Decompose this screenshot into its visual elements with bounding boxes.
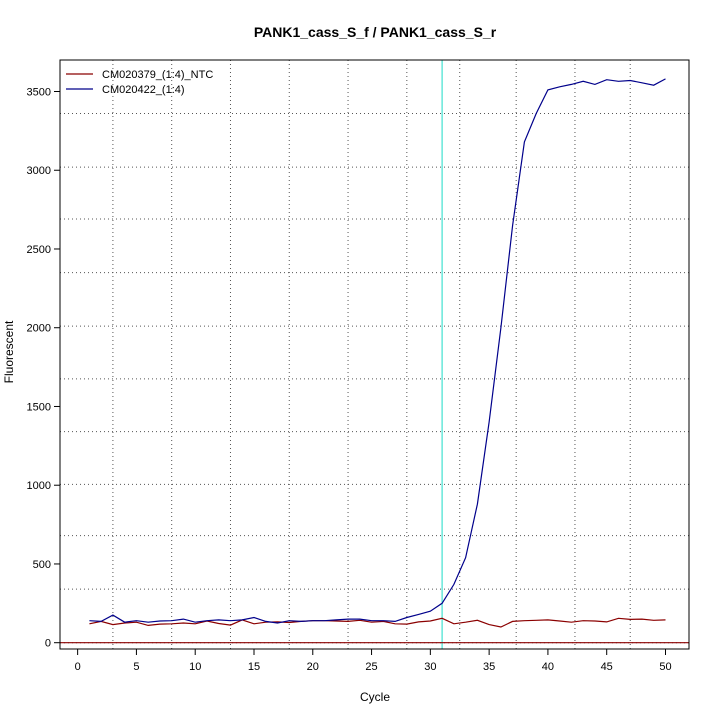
x-axis-label: Cycle (360, 690, 390, 704)
x-tick-label: 20 (307, 661, 319, 673)
chart-title: PANK1_cass_S_f / PANK1_cass_S_r (254, 24, 497, 40)
series-group (89, 78, 666, 628)
x-tick-label: 35 (483, 661, 495, 673)
x-tick-label: 30 (424, 661, 436, 673)
y-tick-label: 1000 (27, 480, 51, 492)
legend: CM020379_(1:4)_NTC CM020422_(1:4) (66, 69, 213, 96)
x-tick-label: 15 (248, 661, 260, 673)
x-tick-label: 0 (75, 661, 81, 673)
x-tick-label: 10 (189, 661, 201, 673)
plot-frame (59, 59, 690, 650)
y-tick-label: 500 (33, 559, 51, 571)
y-tick-label: 3500 (27, 86, 51, 98)
legend-label-1: CM020422_(1:4) (102, 84, 185, 96)
x-tick-label: 40 (542, 661, 554, 673)
y-tick-label: 2500 (27, 244, 51, 256)
legend-label-0: CM020379_(1:4)_NTC (102, 69, 213, 81)
x-tick-label: 50 (659, 661, 671, 673)
y-tick-label: 1500 (27, 401, 51, 413)
x-axis: 0 5 10 15 20 25 30 35 40 45 50 (75, 649, 672, 673)
y-tick-label: 3000 (27, 165, 51, 177)
x-tick-label: 25 (365, 661, 377, 673)
x-tick-label: 5 (133, 661, 139, 673)
series-line-0 (89, 617, 666, 628)
y-axis: 0 500 1000 1500 2000 2500 3000 3500 (27, 86, 60, 650)
series-line-1 (89, 78, 666, 624)
y-axis-label: Fluorescent (2, 320, 16, 383)
y-tick-label: 0 (45, 638, 51, 650)
x-tick-label: 45 (601, 661, 613, 673)
y-tick-label: 2000 (27, 323, 51, 335)
grid (60, 60, 689, 649)
